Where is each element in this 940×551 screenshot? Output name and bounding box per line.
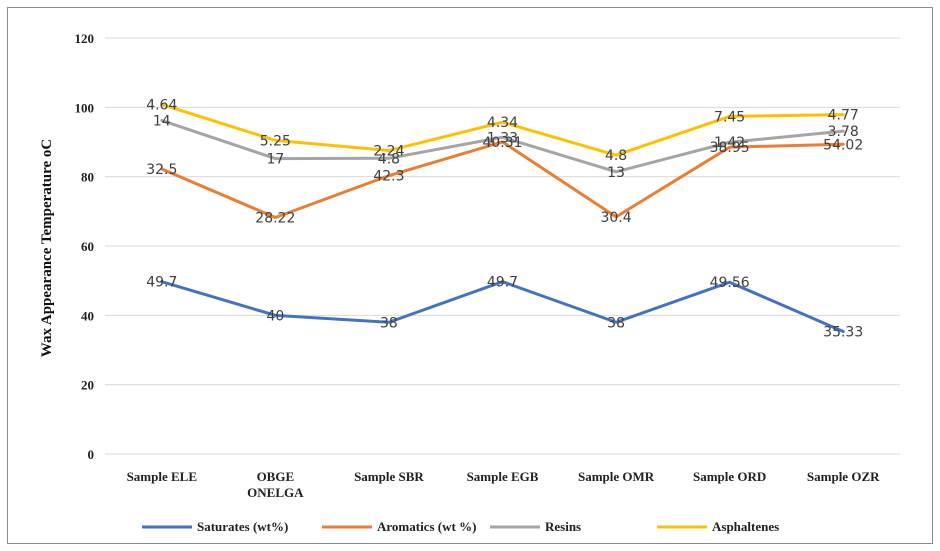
grid-lines	[105, 37, 900, 455]
data-label: 4.34	[487, 115, 518, 131]
y-tick-label: 120	[75, 31, 95, 46]
data-label: 49.7	[487, 275, 518, 291]
series-lines	[160, 102, 845, 334]
data-label: 2.24	[373, 144, 404, 160]
data-label: 4.64	[146, 97, 177, 113]
data-label: 28.22	[255, 211, 295, 227]
data-labels: 49.7 40 38 49.7 38 49.56 35.33 32.5 28.22 42.3 40.…	[146, 97, 863, 340]
legend-label: Saturates (wt%)	[197, 519, 288, 534]
x-tick-label: Sample ORD	[693, 469, 766, 484]
data-label: 1.42	[714, 135, 745, 151]
x-tick-label: Sample OZR	[807, 469, 880, 484]
x-axis-ticks: Sample ELE OBGE ONELGA Sample SBR Sample EGB…	[127, 469, 881, 500]
data-label: 3.78	[828, 124, 859, 140]
y-tick-label: 60	[81, 239, 94, 254]
data-label: 4.8	[605, 148, 627, 164]
x-tick-label: OBGE ONELGA	[247, 469, 304, 500]
data-label: 35.33	[823, 325, 863, 341]
data-label: 30.4	[600, 210, 631, 226]
data-label: 1.33	[487, 130, 518, 146]
data-label: 38	[380, 315, 398, 331]
y-axis-ticks: 0 20 40 60 80 100 120	[75, 31, 95, 462]
legend-label: Aromatics (wt %)	[377, 519, 476, 534]
data-label: 4.8	[378, 151, 400, 167]
x-tick-label: Sample ELE	[127, 469, 197, 484]
x-tick-label: Sample OMR	[578, 469, 655, 484]
data-label: 32.5	[146, 162, 177, 178]
x-tick-label: Sample EGB	[467, 469, 539, 484]
y-tick-label: 100	[75, 100, 95, 115]
y-tick-label: 20	[81, 378, 94, 393]
data-label: 14	[153, 114, 171, 130]
data-label: 38.95	[710, 140, 750, 156]
data-label: 54.02	[823, 137, 863, 153]
y-axis-label: Wax Appearance Temperature oC	[39, 139, 55, 357]
x-tick-label: Sample SBR	[354, 469, 424, 484]
data-label: 38	[607, 315, 625, 331]
data-label: 49.7	[146, 275, 177, 291]
data-label: 42.3	[373, 169, 404, 185]
data-label: 17	[266, 152, 284, 168]
data-label: 40.31	[482, 135, 522, 151]
data-label: 40	[266, 308, 284, 324]
y-tick-label: 80	[81, 170, 94, 185]
data-label: 5.25	[260, 133, 291, 149]
data-label: 4.77	[828, 108, 859, 124]
legend-label: Resins	[545, 519, 581, 534]
legend: Saturates (wt%) Aromatics (wt %) Resins Asp…	[142, 519, 779, 534]
data-label: 7.45	[714, 109, 745, 125]
data-label: 13	[607, 165, 625, 181]
data-label: 49.56	[710, 275, 750, 291]
y-tick-label: 0	[88, 447, 95, 462]
y-tick-label: 40	[81, 308, 94, 323]
legend-label: Asphaltenes	[712, 519, 779, 534]
